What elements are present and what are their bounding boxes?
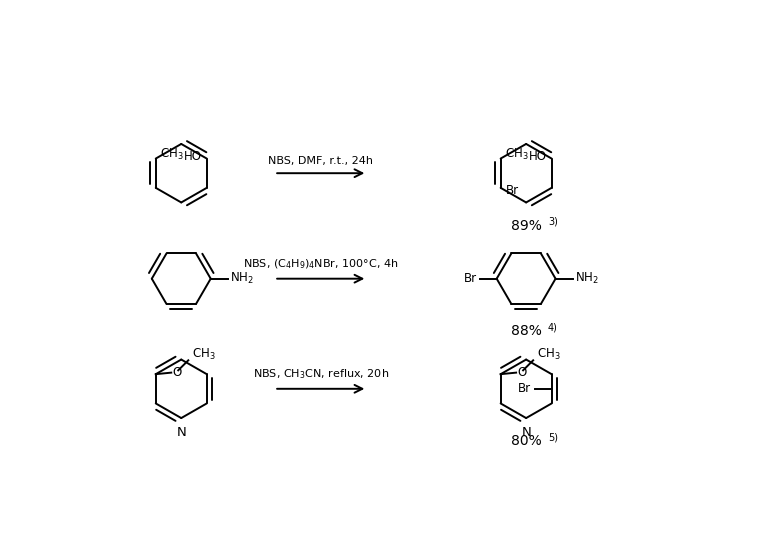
Text: Br: Br	[518, 382, 531, 395]
Text: CH$_3$: CH$_3$	[192, 347, 216, 362]
Text: 88%: 88%	[511, 324, 541, 338]
Text: Br: Br	[506, 184, 519, 197]
Text: O: O	[172, 366, 181, 379]
Text: O: O	[517, 366, 526, 379]
Text: 89%: 89%	[511, 219, 541, 233]
Text: 80%: 80%	[511, 434, 541, 448]
Text: NBS, (C$_4$H$_9$)$_4$NBr, 100°C, 4h: NBS, (C$_4$H$_9$)$_4$NBr, 100°C, 4h	[243, 257, 399, 271]
Text: CH$_3$: CH$_3$	[505, 147, 529, 161]
Text: 5): 5)	[548, 432, 558, 443]
Text: HO: HO	[184, 150, 202, 163]
Text: CH$_3$: CH$_3$	[161, 147, 184, 161]
Text: HO: HO	[529, 150, 547, 163]
Text: NH$_2$: NH$_2$	[575, 271, 599, 286]
Text: Br: Br	[464, 272, 477, 285]
Text: N: N	[522, 426, 531, 439]
Text: NBS, CH$_3$CN, reflux, 20h: NBS, CH$_3$CN, reflux, 20h	[253, 367, 389, 381]
Text: NBS, DMF, r.t., 24h: NBS, DMF, r.t., 24h	[268, 155, 373, 166]
Text: 4): 4)	[548, 322, 558, 332]
Text: NH$_2$: NH$_2$	[230, 271, 254, 286]
Text: N: N	[177, 426, 187, 439]
Text: 3): 3)	[548, 217, 558, 227]
Text: CH$_3$: CH$_3$	[537, 347, 561, 362]
